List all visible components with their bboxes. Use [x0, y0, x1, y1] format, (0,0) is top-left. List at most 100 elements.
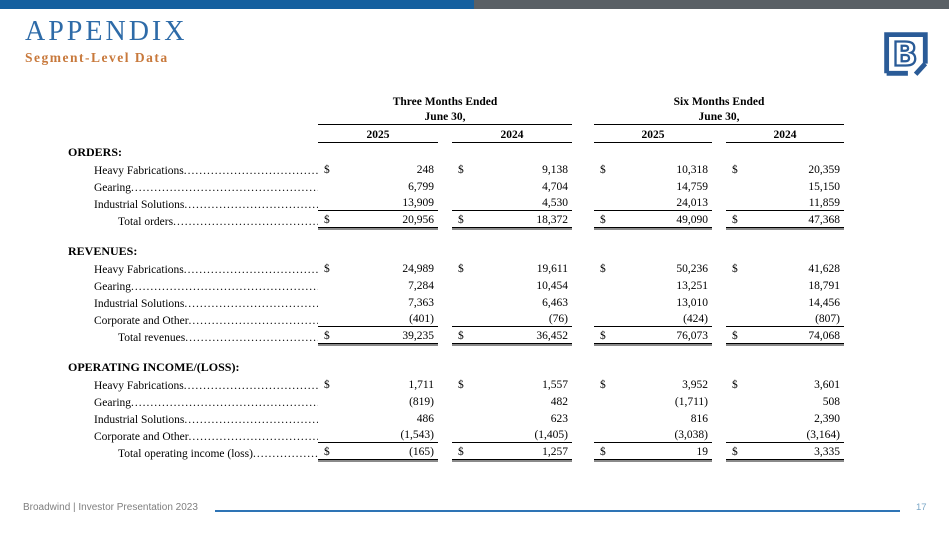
dollar-sign: $	[458, 164, 464, 176]
dollar-sign: $	[458, 263, 464, 275]
table-cell: (807)	[726, 313, 844, 327]
row-label: Total orders	[68, 216, 318, 228]
row-label: Gearing	[68, 397, 318, 409]
table-row: Heavy Fabrications$1,711$1,557$3,952$3,6…	[68, 375, 844, 392]
col-group-2-title: Six Months Ended	[673, 96, 765, 108]
dollar-sign: $	[324, 164, 330, 176]
cell-value: 18,791	[808, 280, 840, 292]
cell-value: 19	[696, 446, 709, 458]
row-label-text: Corporate and Other	[94, 315, 189, 327]
table-cell: $39,235	[318, 330, 438, 344]
footer-divider-line	[215, 510, 900, 512]
dollar-sign: $	[732, 214, 738, 226]
year-header: 2024	[452, 129, 572, 143]
cell-value: 3,952	[682, 379, 708, 391]
dollar-sign: $	[600, 214, 606, 226]
table-cell: 6,799	[318, 181, 438, 194]
table-cell: 4,704	[452, 181, 572, 194]
cell-value: (3,038)	[674, 429, 708, 441]
table-cell: (424)	[594, 313, 712, 327]
row-label-text: Heavy Fabrications	[94, 264, 184, 276]
cell-value: 1,257	[542, 446, 568, 458]
cell-value: 482	[550, 396, 568, 408]
table-row: Industrial Solutions 7,363 6,463 13,010 14,4…	[68, 293, 844, 310]
table-cell: $18,372	[452, 214, 572, 228]
dollar-sign: $	[600, 263, 606, 275]
dollar-sign: $	[324, 446, 330, 458]
cell-value: 13,251	[676, 280, 708, 292]
cell-value: (165)	[409, 446, 434, 458]
row-label-text: Heavy Fabrications	[94, 380, 184, 392]
table-cell: $248	[318, 164, 438, 177]
row-label-text: Industrial Solutions	[94, 199, 185, 211]
row-label: Total revenues	[68, 332, 318, 344]
row-label: Heavy Fabrications	[68, 264, 318, 276]
row-label-text: Total revenues	[118, 332, 186, 344]
col-group-1-subtitle: June 30,	[318, 111, 572, 125]
row-label: Gearing	[68, 182, 318, 194]
table-cell: 623	[452, 413, 572, 426]
year-header-row: 2025 2024 2025 2024	[68, 125, 844, 143]
dollar-sign: $	[458, 379, 464, 391]
cell-value: 36,452	[536, 330, 568, 342]
dollar-sign: $	[324, 330, 330, 342]
broadwind-logo-icon: B	[876, 24, 934, 82]
cell-value: 24,013	[676, 197, 708, 209]
table-cell: 482	[452, 396, 572, 409]
dollar-sign: $	[324, 214, 330, 226]
cell-value: 7,363	[408, 297, 434, 309]
row-label: Industrial Solutions	[68, 414, 318, 426]
dollar-sign: $	[458, 214, 464, 226]
cell-value: 20,359	[808, 164, 840, 176]
dollar-sign: $	[324, 263, 330, 275]
dot-leader	[184, 165, 318, 177]
row-label: Industrial Solutions	[68, 298, 318, 310]
cell-value: 50,236	[676, 263, 708, 275]
dollar-sign: $	[324, 379, 330, 391]
dollar-sign: $	[732, 379, 738, 391]
table-cell: 2,390	[726, 413, 844, 426]
row-label-text: Gearing	[94, 182, 132, 194]
cell-value: (76)	[548, 313, 568, 325]
table-cell: $20,956	[318, 214, 438, 228]
cell-value: 6,463	[542, 297, 568, 309]
table-row: Industrial Solutions 486 623 816 2,390	[68, 409, 844, 426]
dollar-sign: $	[732, 330, 738, 342]
section-header: OPERATING INCOME/(LOSS):	[68, 360, 240, 374]
logo-letter: B	[892, 35, 917, 74]
table-cell: 13,909	[318, 197, 438, 211]
dollar-sign: $	[600, 164, 606, 176]
cell-value: 816	[690, 413, 708, 425]
table-cell: 508	[726, 396, 844, 409]
dot-leader	[131, 397, 318, 409]
table-row: Total revenues$39,235$36,452$76,073$74,0…	[68, 327, 844, 344]
cell-value: 39,235	[402, 330, 434, 342]
table-cell: $19,611	[452, 263, 572, 276]
table-cell: $9,138	[452, 164, 572, 177]
table-section: OPERATING INCOME/(LOSS): Heavy Fabricatio…	[68, 358, 844, 460]
page-subtitle: Segment-Level Data	[25, 50, 169, 65]
cell-value: 41,628	[808, 263, 840, 275]
table-body: ORDERS:Heavy Fabrications$248$9,138$10,3…	[68, 143, 844, 460]
dot-leader	[253, 448, 318, 460]
cell-value: 9,138	[542, 164, 568, 176]
table-cell: 7,363	[318, 297, 438, 310]
section-header-row: ORDERS:	[68, 143, 844, 160]
row-label: Gearing	[68, 281, 318, 293]
cell-value: 76,073	[676, 330, 708, 342]
table-cell: $19	[594, 446, 712, 460]
dollar-sign: $	[600, 446, 606, 458]
table-cell: $10,318	[594, 164, 712, 177]
dollar-sign: $	[732, 446, 738, 458]
cell-value: 10,454	[536, 280, 568, 292]
table-row: Industrial Solutions 13,909 4,530 24,013 11,…	[68, 194, 844, 211]
table-row: Gearing (819) 482 (1,711) 508	[68, 392, 844, 409]
table-cell: $24,989	[318, 263, 438, 276]
cell-value: 74,068	[808, 330, 840, 342]
top-accent-bar-blue	[0, 0, 474, 9]
table-cell: (1,405)	[452, 429, 572, 443]
table-cell: $1,257	[452, 446, 572, 460]
table-cell: 7,284	[318, 280, 438, 293]
table-cell: $1,557	[452, 379, 572, 392]
